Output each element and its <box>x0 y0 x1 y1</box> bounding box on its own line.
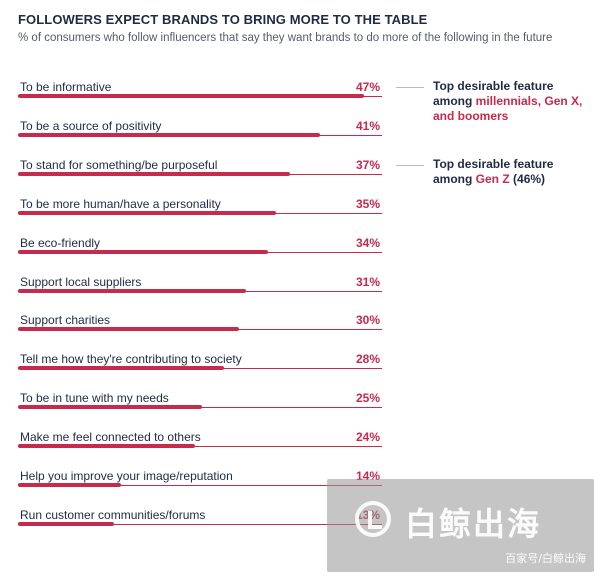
value-label: 35% <box>355 196 380 211</box>
category-label: Be eco-friendly <box>20 235 101 250</box>
bar <box>18 210 276 215</box>
category-label: Run customer communities/forums <box>20 507 206 522</box>
value-label: 41% <box>355 118 380 133</box>
chart-row: Support charities 30% <box>0 313 600 352</box>
callout-highlight: Gen Z <box>475 171 510 186</box>
category-label: Support charities <box>20 313 111 328</box>
bar <box>18 249 269 254</box>
bar-track <box>18 523 382 525</box>
watermark-logo-icon <box>355 501 391 537</box>
value-label: 37% <box>355 157 380 172</box>
bar <box>18 94 364 98</box>
bar <box>18 132 320 137</box>
callout-text: Top desirable feature among millennials,… <box>433 79 583 124</box>
category-label: Support local suppliers <box>20 274 142 289</box>
callout-highlight: millennials, Gen X, and boomers <box>433 94 583 123</box>
bar <box>18 483 122 487</box>
value-label: 28% <box>355 352 380 367</box>
category-label: Make me feel connected to others <box>20 430 201 445</box>
watermark-subtext: 百家号/白鲸出海 <box>505 552 586 565</box>
callout-leader-line <box>396 87 424 88</box>
chart-row: To be a source of positivity 41% <box>0 119 600 158</box>
bar-track <box>18 446 382 448</box>
chart-row: Support local suppliers 31% <box>0 275 600 314</box>
callout-lead: Top desirable feature among <box>433 156 554 186</box>
chart-row: To be more human/have a personality 35% <box>0 197 600 236</box>
value-label: 25% <box>355 391 380 406</box>
chart-row: To be in tune with my needs 25% <box>0 391 600 430</box>
chart-row: To be informative 47% <box>0 80 600 119</box>
value-label: 24% <box>355 430 380 445</box>
value-label: 47% <box>355 80 380 94</box>
callout-leader-line <box>396 164 424 166</box>
chart-title: FOLLOWERS EXPECT BRANDS TO BRING MORE TO… <box>18 12 428 27</box>
callout-lead: Top desirable feature among <box>433 79 554 108</box>
chart-subtitle: % of consumers who follow influencers th… <box>18 32 553 44</box>
category-label: Help you improve your image/reputation <box>20 469 233 483</box>
bar <box>18 444 195 449</box>
category-label: To be informative <box>20 80 112 94</box>
chart-row: Make me feel connected to others 24% <box>0 430 600 469</box>
chart-row: Tell me how they're contributing to soci… <box>0 352 600 391</box>
bar <box>18 405 203 410</box>
value-label: 30% <box>355 313 380 328</box>
category-label: To stand for something/be purposeful <box>20 157 218 172</box>
chart-row: To stand for something/be purposeful 37% <box>0 158 600 197</box>
bar <box>18 288 247 293</box>
watermark-text: 白鲸出海 <box>405 505 542 543</box>
category-label: To be in tune with my needs <box>20 391 169 406</box>
bar-track <box>18 485 382 486</box>
bar <box>18 521 114 526</box>
value-label: 31% <box>355 274 380 289</box>
callout-text: Top desirable feature among Gen Z (46%) <box>433 157 583 187</box>
bar <box>18 171 291 176</box>
value-label: 34% <box>355 235 380 250</box>
bar <box>18 327 239 332</box>
callout-tail: (46%) <box>509 171 546 186</box>
watermark: 白鲸出海 百家号/白鲸出海 <box>327 479 594 572</box>
chart-row: Be eco-friendly 34% <box>0 236 600 275</box>
category-label: To be a source of positivity <box>20 118 162 133</box>
category-label: To be more human/have a personality <box>20 196 221 211</box>
bar <box>18 366 225 371</box>
category-label: Tell me how they're contributing to soci… <box>20 352 242 367</box>
